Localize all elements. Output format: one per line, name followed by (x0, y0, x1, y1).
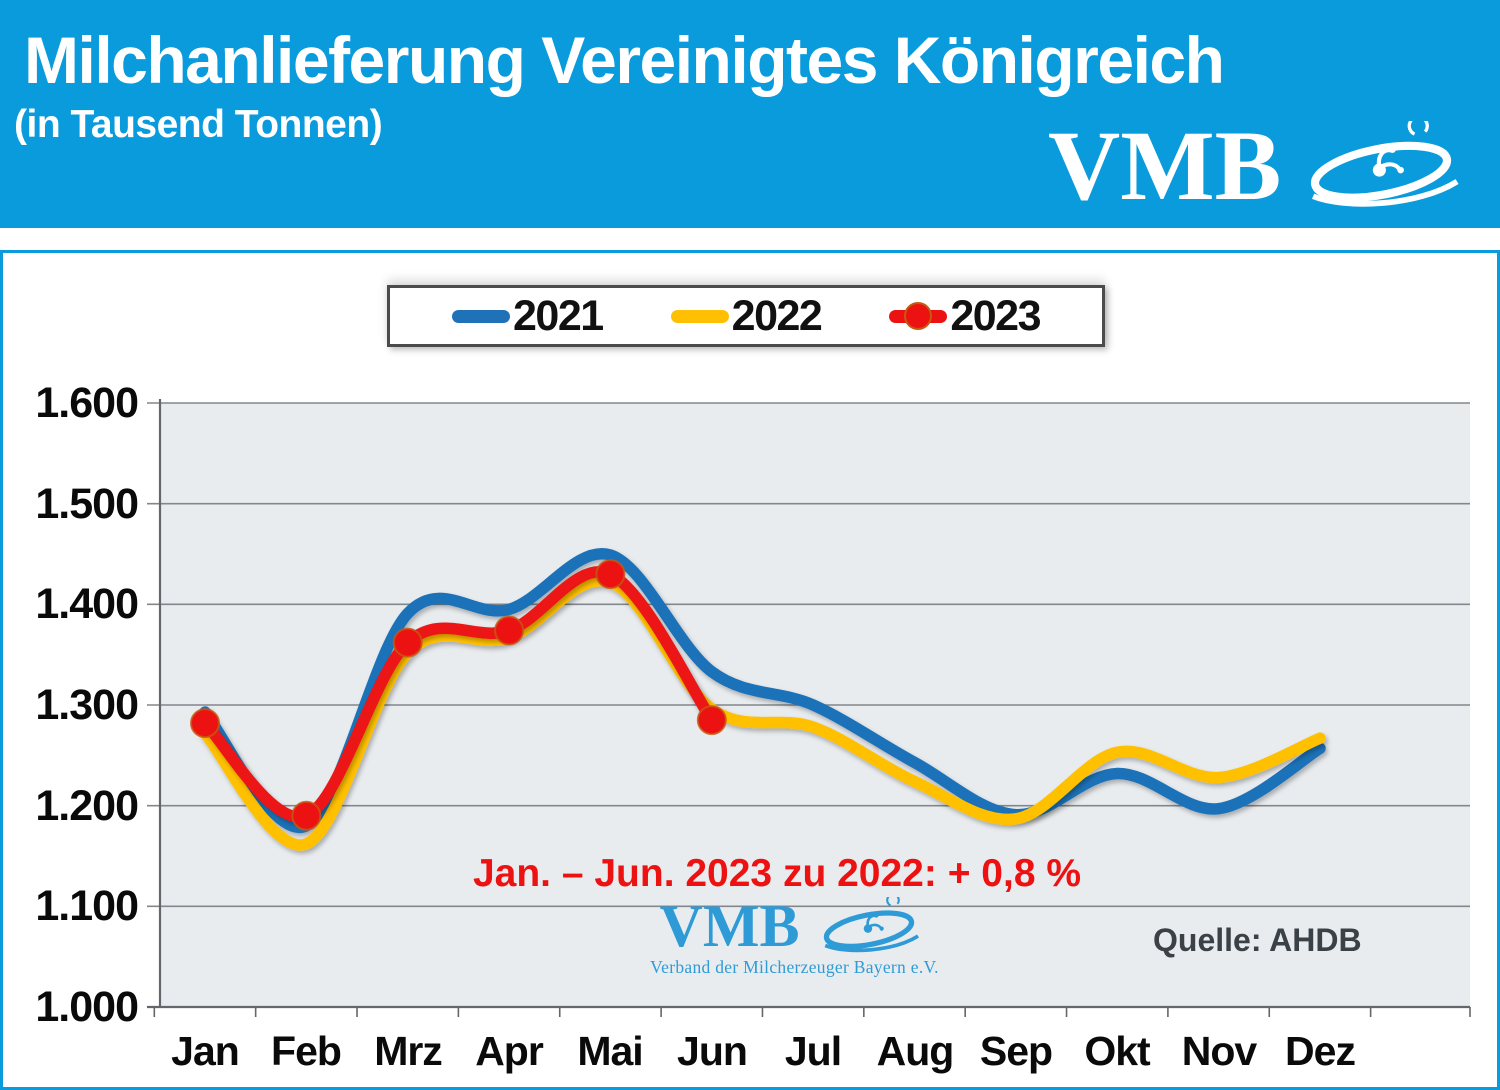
vmb-logo-text: VMB (1048, 110, 1282, 221)
source-label: Quelle: AHDB (1153, 922, 1362, 958)
y-tick-label: 1.300 (35, 681, 139, 729)
vmb-logo: VMB (1048, 116, 1477, 216)
vmb-watermark: VMB Verband der Milcherzeuger Bayern e.V… (642, 896, 947, 978)
x-tick-label: Apr (475, 1028, 544, 1074)
y-tick-label: 1.200 (35, 782, 139, 830)
y-tick-label: 1.100 (35, 882, 139, 930)
x-tick-label: Aug (876, 1028, 955, 1074)
vmb-watermark-text: VMB (659, 893, 800, 959)
page-subtitle: (in Tausend Tonnen) (14, 103, 383, 147)
legend-label-2023: 2023 (950, 291, 1041, 340)
legend-label-2022: 2022 (731, 291, 823, 340)
legend-swatch-2023 (889, 301, 948, 330)
legend-item-2021: 2021 (451, 291, 604, 341)
x-tick-label: Mai (577, 1028, 643, 1074)
legend-item-2023: 2023 (889, 291, 1041, 341)
x-tick-label: Sep (979, 1028, 1053, 1074)
vmb-watermark-caption: Verband der Milcherzeuger Bayern e.V. (650, 957, 939, 977)
y-tick-label: 1.000 (35, 983, 139, 1031)
legend-item-2022: 2022 (670, 291, 823, 341)
x-tick-label: Jun (677, 1028, 748, 1074)
x-tick-label: Jul (784, 1028, 842, 1074)
x-tick-label: Feb (271, 1028, 342, 1074)
x-tick-label: Nov (1181, 1028, 1257, 1074)
header-banner: Milchanlieferung Vereinigtes Königreich … (0, 0, 1500, 228)
legend-label-2021: 2021 (512, 291, 604, 340)
y-tick-label: 1.500 (35, 480, 139, 528)
y-tick-label: 1.600 (35, 379, 139, 427)
x-tick-label: Mrz (374, 1028, 443, 1074)
page-title: Milchanlieferung Vereinigtes Königreich (24, 23, 1225, 97)
legend-swatch-2021 (451, 309, 510, 323)
vmb-swirl-icon (1311, 121, 1459, 207)
x-tick-label: Jan (171, 1028, 240, 1074)
vmb-swirl-icon (824, 897, 920, 953)
comparison-annotation: Jan. – Jun. 2023 zu 2022: + 0,8 % (472, 852, 1082, 895)
x-tick-label: Dez (1285, 1028, 1356, 1074)
legend-marker-dot-icon (904, 301, 933, 330)
y-tick-label: 1.400 (35, 580, 139, 628)
x-tick-label: Okt (1084, 1028, 1150, 1074)
chart-legend: 2021 2022 2023 (387, 285, 1105, 347)
legend-swatch-2022 (670, 309, 729, 323)
